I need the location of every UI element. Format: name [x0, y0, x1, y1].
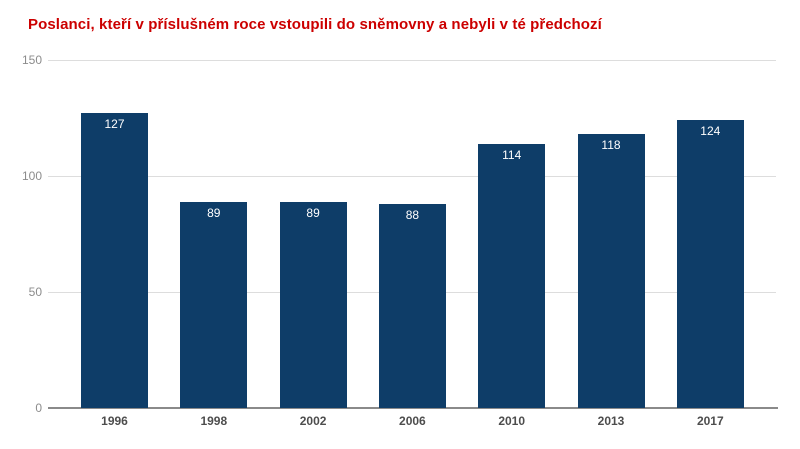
x-tick-label-2006: 2006	[399, 414, 426, 428]
bar-1996: 127	[81, 113, 148, 408]
bar-value-label: 127	[104, 117, 125, 132]
x-tick-label-1998: 1998	[200, 414, 228, 428]
x-axis-line	[48, 407, 778, 409]
y-tick-label-50: 50	[28, 285, 42, 299]
bar-1998: 89	[180, 201, 248, 408]
bar-value-label: 88	[405, 207, 420, 222]
bar-value-label: 124	[700, 124, 721, 139]
bar-2010: 114	[478, 143, 546, 408]
y-tick-label-150: 150	[21, 53, 42, 67]
bar-value-label: 89	[207, 205, 221, 220]
chart-title: Poslanci, kteří v příslušném roce vstoup…	[28, 16, 602, 33]
bar-2017: 124	[676, 120, 744, 408]
bar-value-label: 89	[306, 205, 320, 220]
x-tick-label-1996: 1996	[101, 414, 128, 428]
bar-2006: 88	[378, 203, 446, 408]
x-tick-label-2013: 2013	[597, 414, 625, 428]
bar-value-label: 114	[502, 147, 522, 162]
bar-2002: 89	[279, 201, 347, 408]
y-tick-label-0: 0	[35, 401, 42, 415]
y-tick-label-100: 100	[21, 169, 42, 183]
bar-value-label: 118	[601, 138, 621, 153]
bar-2013: 118	[577, 134, 645, 408]
gridline-150	[48, 60, 776, 61]
plot-area: 127 89 89 88 114 118 124	[48, 60, 778, 409]
x-tick-label-2010: 2010	[498, 414, 526, 428]
x-tick-label-2002: 2002	[299, 414, 327, 428]
gridline-100	[48, 176, 776, 177]
x-tick-label-2017: 2017	[696, 414, 724, 428]
